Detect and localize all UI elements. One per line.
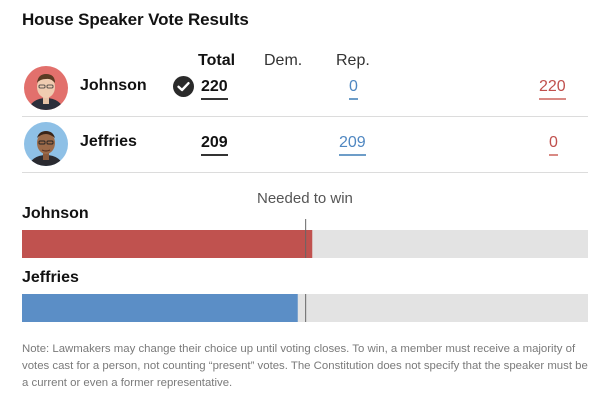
dem-votes: 0 [349, 77, 358, 100]
candidate-name: Jeffries [80, 133, 137, 150]
bar-jeffries [22, 294, 298, 322]
vote-bar-chart [22, 219, 588, 322]
footnote: Note: Lawmakers may change their choice … [22, 343, 588, 389]
dem-votes: 209 [339, 133, 366, 156]
portrait-icon [24, 66, 68, 110]
candidate-name: Johnson [80, 77, 147, 94]
column-header-total: Total [198, 52, 236, 69]
bar-johnson [22, 230, 313, 258]
winner-check-icon [173, 76, 194, 97]
rep-votes: 0 [549, 133, 558, 156]
total-votes: 209 [201, 133, 228, 156]
table-row: Johnson 220 0 220 [22, 60, 588, 117]
table-row: Jeffries 209 209 0 [22, 116, 588, 173]
column-header-rep: Rep. [336, 52, 370, 69]
bar-label-jeffries: Jeffries [22, 269, 79, 286]
rep-votes: 220 [539, 77, 566, 100]
portrait-icon [24, 122, 68, 166]
bar-label-johnson: Johnson [22, 205, 89, 222]
page-title: House Speaker Vote Results [22, 10, 249, 29]
total-votes: 220 [201, 77, 228, 100]
needed-to-win-label: Needed to win [257, 190, 353, 207]
column-header-dem: Dem. [264, 52, 303, 69]
